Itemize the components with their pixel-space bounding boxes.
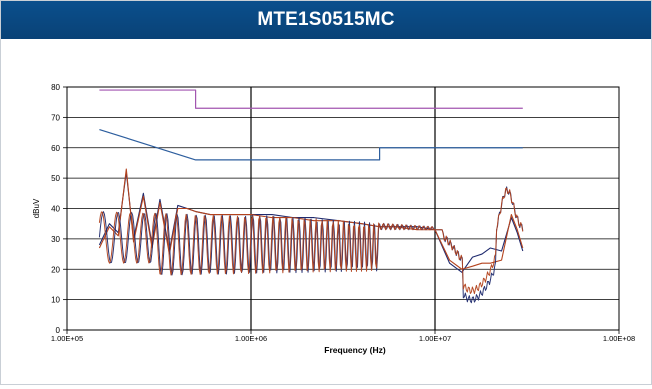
limit-line-quasi-peak [99,89,523,109]
y-tick-label: 70 [51,113,60,122]
x-axis-label: Frequency (Hz) [324,345,386,355]
x-tick-label: 1.00E+05 [51,334,83,343]
y-tick-label: 80 [51,83,60,92]
y-tick-label: 20 [51,265,60,274]
y-tick-label: 0 [56,326,61,335]
measurement-trace-b-texture [98,187,524,295]
y-tick-label: 40 [51,205,60,214]
y-tick-label: 10 [51,296,60,305]
emi-chart: 0 10 20 30 40 50 60 70 80 1.00E+05 1.00E+06 1.00E+0… [32,83,635,355]
y-tick-label: 60 [51,144,60,153]
y-tick-label: 50 [51,174,60,183]
limit-line-average [99,128,523,161]
x-tick-label: 1.00E+06 [235,334,267,343]
y-tick-label: 30 [51,235,60,244]
plot-area: 0 10 20 30 40 50 60 70 80 1.00E+05 1.00E+06 1.00E+0… [1,39,651,384]
y-axis-label: dBuV [32,198,41,218]
chart-title: MTE1S0515MC [1,1,651,39]
x-tick-label: 1.00E+07 [419,334,451,343]
measurement-series-b [98,168,524,270]
x-tick-label: 1.00E+08 [603,334,635,343]
